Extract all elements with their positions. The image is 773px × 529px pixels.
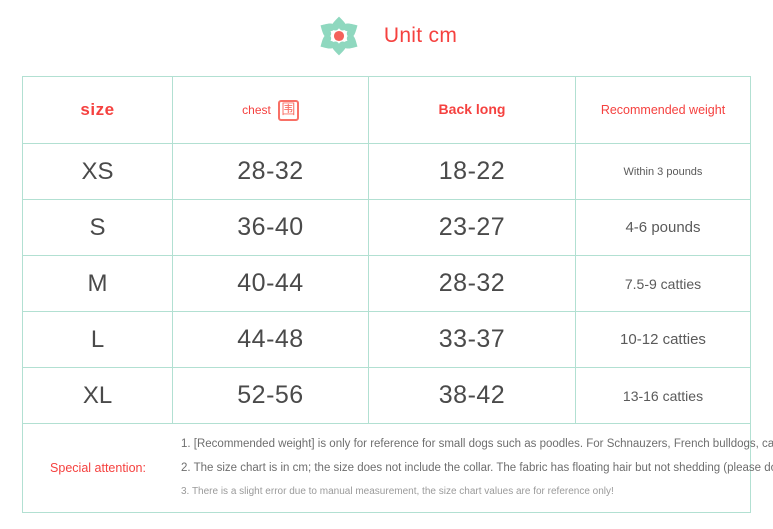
cell-chest: 36-40 — [172, 199, 369, 256]
column-header-back-long: Back long — [368, 76, 576, 144]
note-item: 3. There is a slight error due to manual… — [181, 486, 614, 498]
special-attention-cell: Special attention: 1. [Recommended weigh… — [22, 423, 773, 513]
cell-weight: 10-12 catties — [575, 311, 751, 368]
table-header-row: size chest 围 Back long Recommended weigh… — [22, 76, 751, 144]
column-header-back-long-label: Back long — [438, 101, 506, 117]
cell-chest: 40-44 — [172, 255, 369, 312]
cell-size: XS — [22, 143, 173, 200]
unit-title: Unit cm — [383, 24, 458, 47]
cell-chest: 44-48 — [172, 311, 369, 368]
cell-size: L — [22, 311, 173, 368]
size-chart-table: size chest 围 Back long Recommended weigh… — [22, 76, 773, 513]
cell-weight: 13-16 catties — [575, 367, 751, 424]
cell-back: 38-42 — [368, 367, 576, 424]
column-header-recommended-weight-label: Recommended weight — [600, 103, 726, 117]
table-row: L 44-48 33-37 10-12 catties — [22, 311, 751, 368]
table-row: XS 28-32 18-22 Within 3 pounds — [22, 143, 751, 200]
cell-chest: 28-32 — [172, 143, 369, 200]
cell-weight: 4-6 pounds — [575, 199, 751, 256]
page-header: Unit cm — [0, 0, 773, 72]
special-attention-row: Special attention: 1. [Recommended weigh… — [22, 423, 773, 513]
cell-chest: 52-56 — [172, 367, 369, 424]
cell-back: 18-22 — [368, 143, 576, 200]
column-header-size: size — [22, 76, 173, 144]
cell-size: M — [22, 255, 173, 312]
cell-back: 33-37 — [368, 311, 576, 368]
flower-icon — [316, 13, 362, 59]
note-item: 1. [Recommended weight] is only for refe… — [181, 438, 773, 451]
cell-back: 28-32 — [368, 255, 576, 312]
column-header-recommended-weight: Recommended weight — [575, 76, 751, 144]
column-header-size-label: size — [80, 100, 115, 119]
table-row: M 40-44 28-32 7.5-9 catties — [22, 255, 751, 312]
special-attention-notes: 1. [Recommended weight] is only for refe… — [173, 438, 773, 498]
special-attention-label: Special attention: — [50, 461, 146, 475]
cell-back: 23-27 — [368, 199, 576, 256]
note-item: 2. The size chart is in cm; the size doe… — [181, 462, 773, 475]
table-row: XL 52-56 38-42 13-16 catties — [22, 367, 751, 424]
column-header-chest-label: chest — [242, 103, 271, 117]
cell-weight: Within 3 pounds — [575, 143, 751, 200]
cell-size: XL — [22, 367, 173, 424]
cell-weight: 7.5-9 catties — [575, 255, 751, 312]
chest-measure-icon: 围 — [277, 99, 299, 121]
column-header-chest: chest 围 — [172, 76, 369, 144]
cell-size: S — [22, 199, 173, 256]
table-row: S 36-40 23-27 4-6 pounds — [22, 199, 751, 256]
size-chart-table-wrapper: size chest 围 Back long Recommended weigh… — [22, 76, 773, 513]
